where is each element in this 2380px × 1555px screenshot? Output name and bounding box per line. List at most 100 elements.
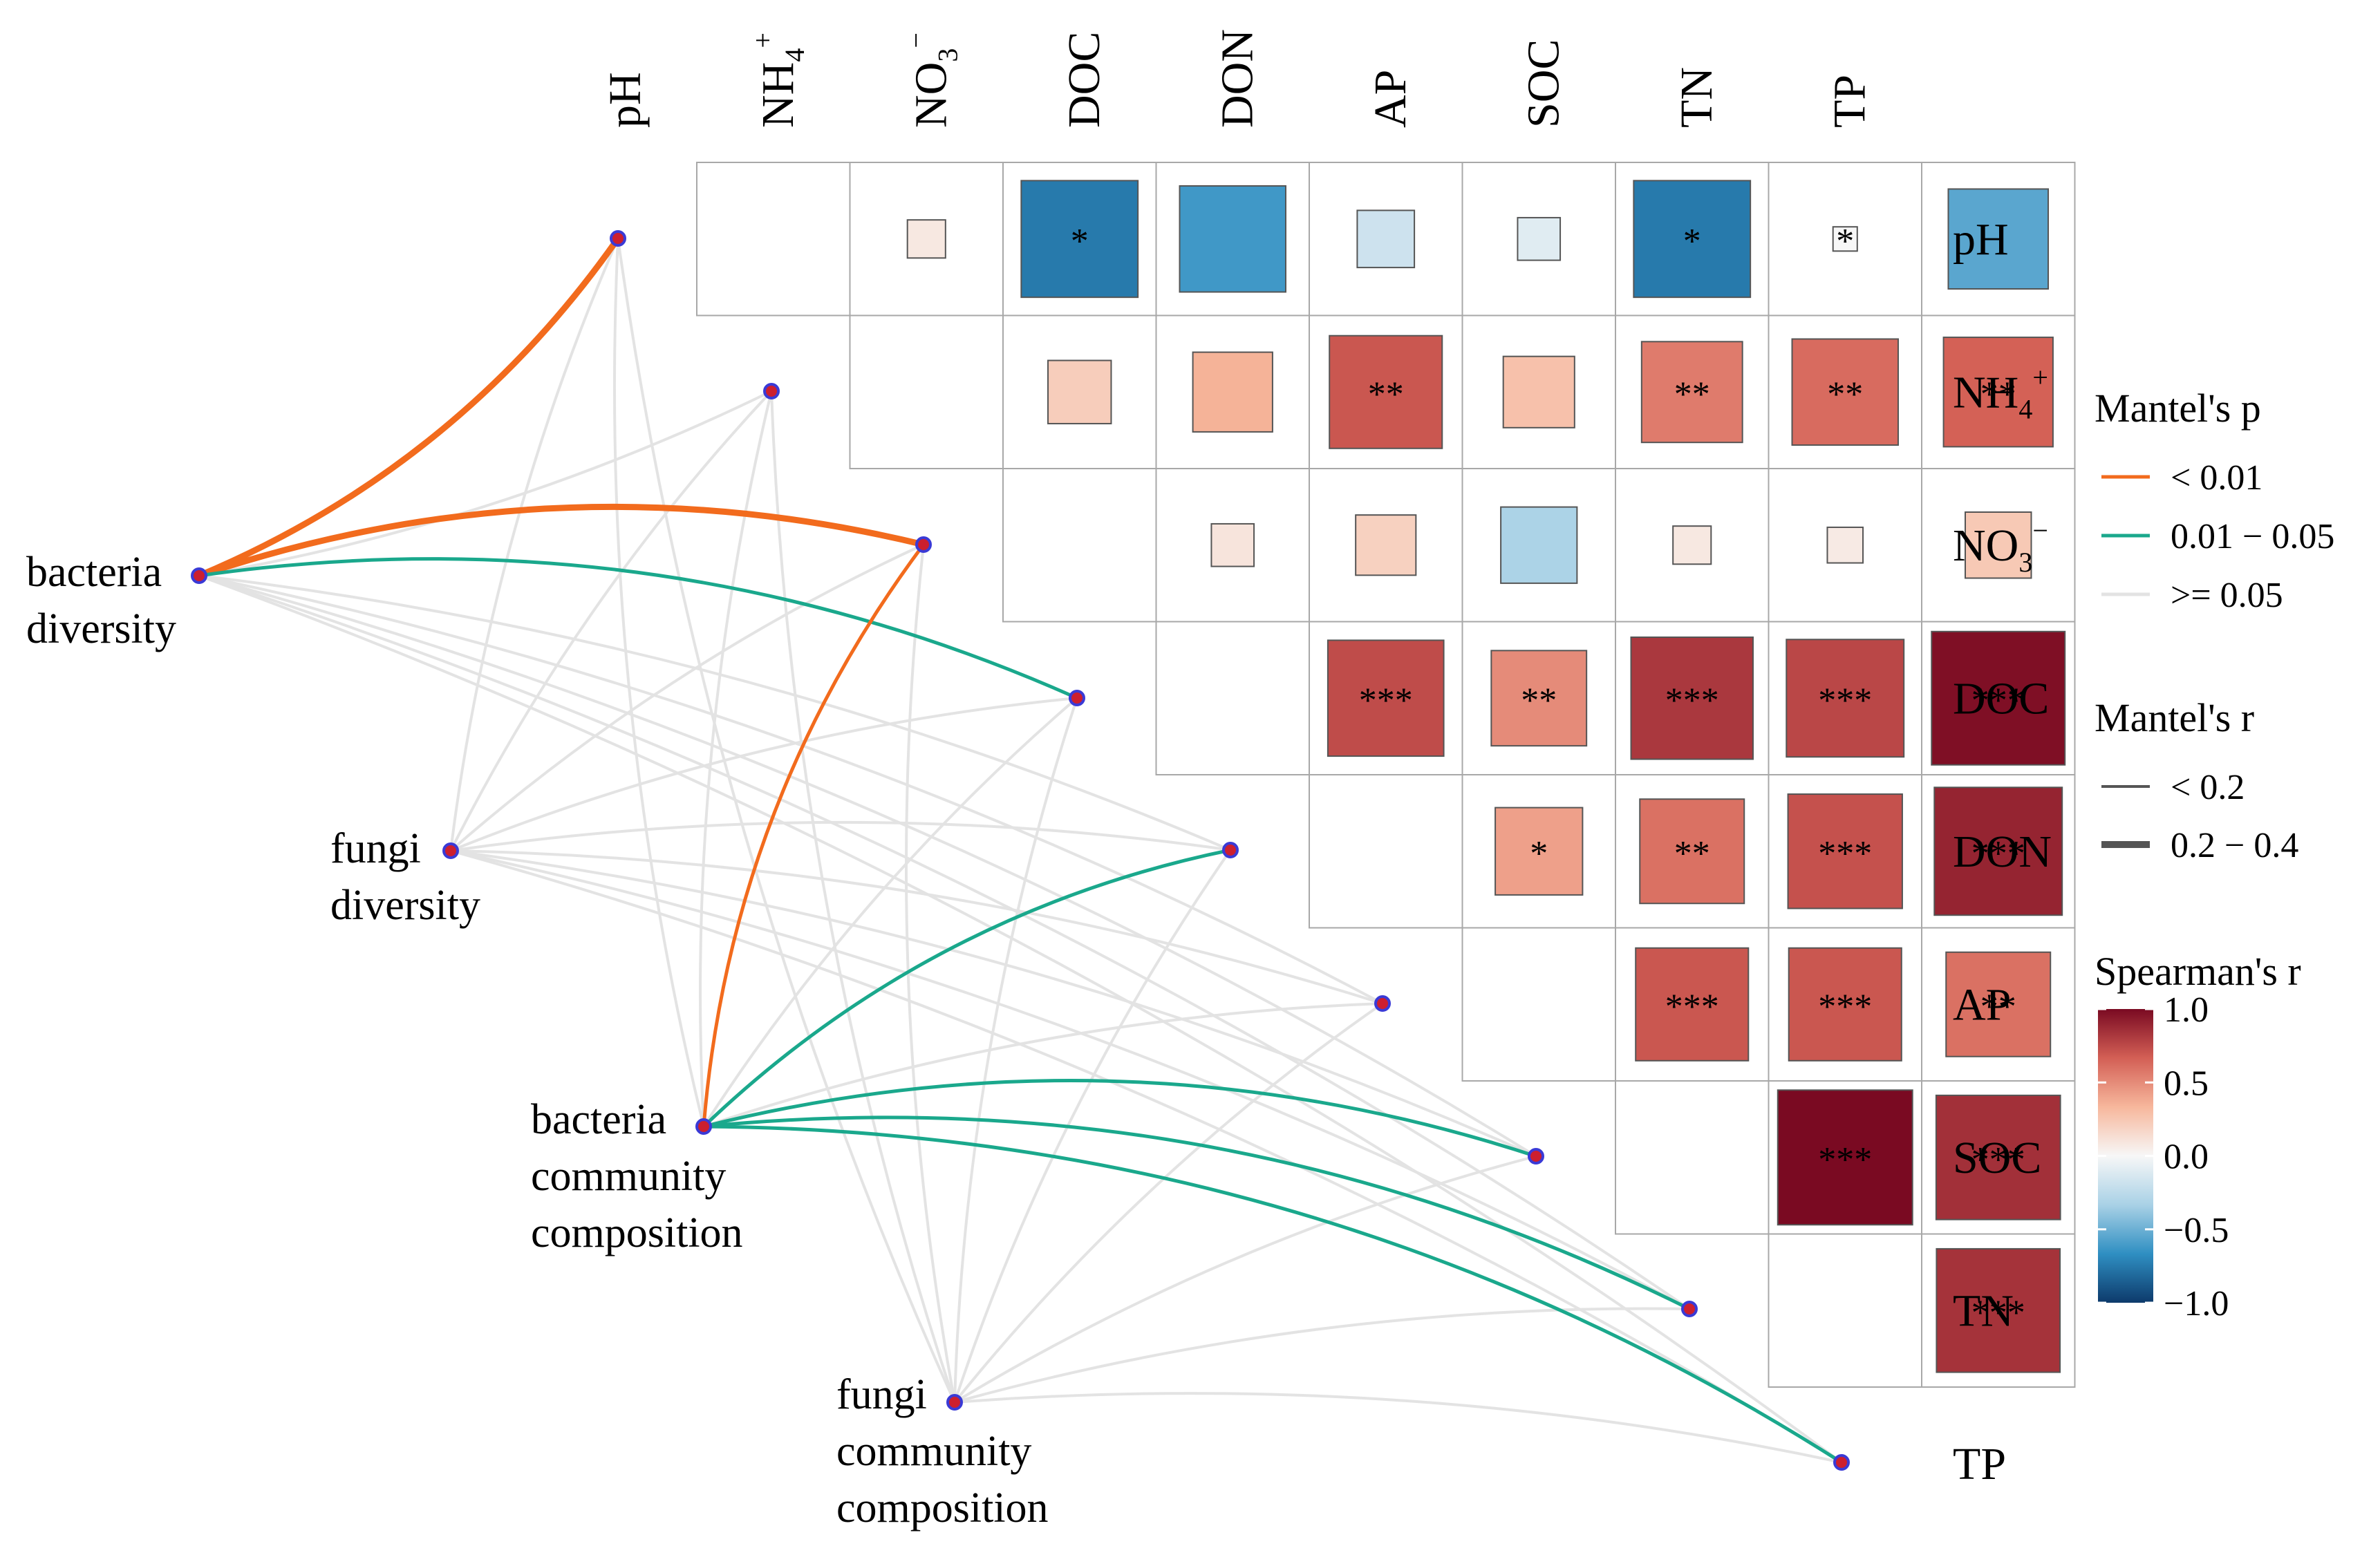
significance-label: * [1530,834,1548,874]
mantel-link [198,390,772,577]
mantel-link [198,574,1537,1158]
heatmap-cell [1788,947,1902,1062]
svg-text:DOC: DOC [1059,32,1109,128]
mantel-link [770,390,956,1403]
mantel-link [450,820,1231,852]
row-label: AP [1953,979,2011,1030]
significance-label: *** [1665,681,1719,720]
mantel-link [702,543,926,1127]
row-label: DON [1953,827,2052,877]
legend-mantel-p-label-3: >= 0.05 [2171,576,2283,615]
mantel-link [449,543,924,852]
mantel-link [703,1078,1537,1158]
mantel-link [450,849,1383,1005]
legend-mantel-p-title: Mantel's p [2095,386,2261,431]
legend-mantel-p-label-2: 0.01 − 0.05 [2171,517,2334,556]
heatmap-cell [1210,522,1255,567]
mantel-link [198,574,1231,851]
heatmap-cell [1047,359,1112,424]
mantel-link [953,697,1078,1403]
mantel-link [905,544,956,1403]
row-label: NO3− [1953,515,2048,578]
row-labels: pH NH4+ NO3− DOC DON AP SOC TN TP [1953,214,2052,1489]
row-label: TN [1953,1285,2014,1336]
svg-text:SOC: SOC [1518,39,1568,128]
mantel-node [946,1394,963,1411]
column-label: NH4+ [747,32,810,128]
heatmap-cell [1935,1094,2061,1221]
mantel-link [703,1124,1843,1464]
column-label: TN [1671,67,1722,128]
column-labels: pH NH4+ NO3− DOC DON AP SOC TN TP [599,29,1875,128]
heatmap-cells: * * *** ** ** ***** ** *** *** **** ** *** ****** ***… [906,180,2066,1373]
mantel-link [612,238,705,1127]
mantel-node [191,567,207,584]
heatmap-grid [696,162,2076,1388]
heatmap-cell [1791,338,1899,446]
mantel-link [198,503,925,579]
env-node [915,536,932,553]
heatmap-cell [1777,1089,1913,1226]
svg-text:TN: TN [1671,67,1722,128]
significance-label: *** [1818,681,1872,720]
heatmap-cell [1020,180,1139,299]
mantel-link [450,849,1537,1158]
heatmap-cell [1672,525,1712,565]
legend-mantel-p-label-1: < 0.01 [2171,458,2262,498]
mantel-link [198,574,1843,1464]
mantel-node-label: diversity [26,605,176,652]
heatmap-cell [1635,947,1750,1062]
mantel-link [198,574,1691,1310]
significance-label: ** [1368,375,1404,414]
env-node [1528,1148,1544,1165]
heatmap-cell [1500,506,1578,584]
mantel-node-label: diversity [330,882,480,929]
significance-label: *** [1971,1293,2025,1332]
mantel-link [450,849,1690,1310]
significance-label: ** [1980,987,2016,1026]
mantel-node-label: bacteria [26,549,162,596]
env-node [1222,842,1239,858]
heatmap-cell [1936,1247,2061,1373]
heatmap-cell [1639,798,1745,905]
heatmap-cell [1931,630,2066,766]
heatmap-cell [1965,511,2032,579]
significance-label: ** [1827,375,1863,414]
mantel-node-label: community [531,1153,726,1200]
row-label: DOC [1953,673,2049,724]
colorbar-tick-label: −1.0 [2164,1284,2229,1323]
heatmap-cell [1826,526,1864,564]
heatmap-cell [1356,209,1416,269]
significance-label: *** [1818,834,1872,874]
heatmap-cell [1633,180,1752,299]
significance-label: ** [1674,375,1710,414]
env-node [1833,1454,1850,1471]
heatmap-cell [1494,807,1584,896]
column-label: SOC [1518,39,1568,128]
heatmap-cell [1179,185,1286,293]
grid-cell [1921,1233,2076,1388]
legend: Mantel's p < 0.01 0.01 − 0.05 >= 0.05 Ma… [2095,386,2334,1323]
heatmap-cell [1329,334,1443,449]
column-label: pH [599,72,650,128]
heatmap-cell [1490,650,1588,747]
heatmap-cell [1327,639,1445,757]
significance-label: *** [1359,681,1413,720]
significance-label: ** [1674,834,1710,874]
svg-text:AP: AP [1365,70,1416,128]
mantel-link [954,1392,1842,1464]
mantel-link [198,574,1383,1005]
mantel-link [953,849,1232,1403]
significance-label: ** [1521,681,1557,720]
heatmap-cell [1192,351,1273,433]
mantel-link [702,697,1078,1128]
heatmap-cell [906,219,946,259]
significance-label: * [1071,222,1089,261]
heatmap-cell [1640,341,1743,444]
env-nodes [610,230,1850,1471]
row-label: NH4+ [1953,361,2048,424]
heatmap-cell [1502,355,1575,428]
mantel-node-label: fungi [330,825,421,872]
colorbar-tick-label: 0.0 [2164,1138,2209,1177]
